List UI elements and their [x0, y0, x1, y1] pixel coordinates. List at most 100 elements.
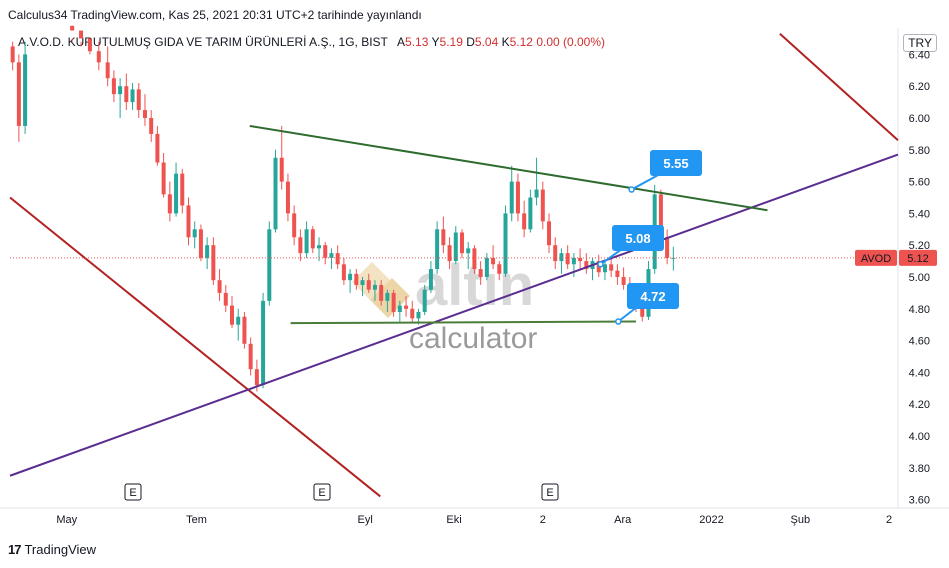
candle: [441, 216, 446, 254]
ohlc-high-label: Y: [431, 35, 440, 49]
candle-body: [329, 253, 334, 258]
x-tick-label: 2: [886, 514, 892, 526]
candle-body: [23, 54, 28, 126]
candle: [279, 125, 284, 190]
candle-body: [79, 30, 84, 39]
candle: [547, 213, 552, 254]
candle-body: [547, 221, 552, 246]
event-badge-box: [313, 483, 331, 501]
candle: [559, 248, 564, 274]
candle: [211, 237, 216, 285]
candle: [584, 253, 589, 274]
candle: [136, 83, 141, 118]
candle: [453, 226, 458, 265]
candle-body: [149, 118, 154, 134]
candle: [372, 280, 377, 301]
candle: [167, 181, 172, 222]
ohlc-low: 5.04: [474, 35, 499, 49]
callout-box: [650, 150, 702, 176]
ohlc-close: 5.12: [509, 35, 533, 49]
candle-body: [70, 25, 75, 31]
candle-body: [391, 292, 396, 312]
candle-body: [578, 257, 583, 262]
candle-body: [310, 229, 315, 249]
candle: [87, 38, 92, 55]
candle-body: [484, 257, 489, 277]
y-tick-label: 6.20: [909, 81, 930, 93]
candle-body: [279, 157, 284, 182]
candle-body: [379, 284, 384, 301]
callout-box: [612, 225, 664, 251]
candle-body: [366, 280, 371, 290]
candle: [161, 152, 166, 198]
candle-body: [217, 280, 222, 293]
candle: [79, 30, 84, 47]
callout-label: 4.72: [640, 289, 665, 304]
candle: [23, 41, 28, 134]
candle: [242, 311, 247, 349]
ohlc-change: 0.00 (0.00%): [536, 35, 606, 49]
candle-body: [142, 110, 147, 118]
currency-badge[interactable]: TRY: [903, 34, 937, 52]
event-badge-label: E: [546, 487, 553, 499]
y-tick-label: 5.60: [909, 177, 930, 189]
callout-label: 5.55: [663, 156, 688, 171]
ohlc-open: 5.13: [405, 35, 429, 49]
candle-body: [609, 264, 614, 271]
y-tick-label: 6.00: [909, 113, 930, 125]
candle: [447, 237, 452, 270]
y-tick-label: 4.80: [909, 304, 930, 316]
y-tick-label: 4.60: [909, 336, 930, 348]
candle-body: [180, 173, 185, 206]
candle: [310, 226, 315, 254]
candle-body: [503, 213, 508, 274]
last-price-bg: [899, 249, 937, 266]
candle-body: [466, 248, 471, 254]
callout-pointer: [617, 306, 638, 323]
candle: [16, 54, 21, 142]
candle-body: [298, 237, 303, 254]
candle-body: [111, 78, 116, 95]
candle: [155, 125, 160, 166]
candle: [130, 83, 135, 111]
candle: [540, 181, 545, 230]
candle: [354, 269, 359, 290]
candle-body: [186, 205, 191, 238]
y-tick-label: 5.80: [909, 145, 930, 157]
candle-body: [416, 311, 421, 319]
callout-pointer: [631, 173, 661, 191]
candle: [515, 173, 520, 222]
y-tick-label: 4.40: [909, 367, 930, 379]
candle: [205, 237, 210, 270]
candle: [198, 224, 203, 262]
candle-body: [341, 264, 346, 281]
event-badge: E: [313, 483, 331, 501]
candle-body: [428, 269, 433, 290]
candle-body: [130, 89, 135, 103]
candle-body: [248, 343, 253, 370]
candle: [111, 70, 116, 103]
candle: [124, 73, 129, 111]
candle: [534, 157, 539, 206]
candle: [348, 269, 353, 293]
candle: [292, 205, 297, 246]
candle: [118, 78, 123, 118]
candle-body: [385, 292, 390, 301]
resistance-line: [249, 124, 768, 212]
candle: [491, 245, 496, 270]
candle-body: [161, 162, 166, 195]
candle: [317, 237, 322, 262]
candle-body: [273, 157, 278, 230]
candle: [615, 264, 620, 285]
tradingview-brand: TradingView: [24, 542, 97, 557]
candle-body: [528, 197, 533, 230]
callout-box: [627, 283, 679, 309]
candle-body: [236, 316, 241, 325]
candle-body: [304, 229, 309, 254]
ohlc-close-label: K: [501, 35, 510, 49]
candle-body: [10, 46, 15, 63]
candle-body: [254, 369, 259, 386]
candle: [304, 221, 309, 258]
y-tick-label: 3.60: [909, 495, 930, 507]
